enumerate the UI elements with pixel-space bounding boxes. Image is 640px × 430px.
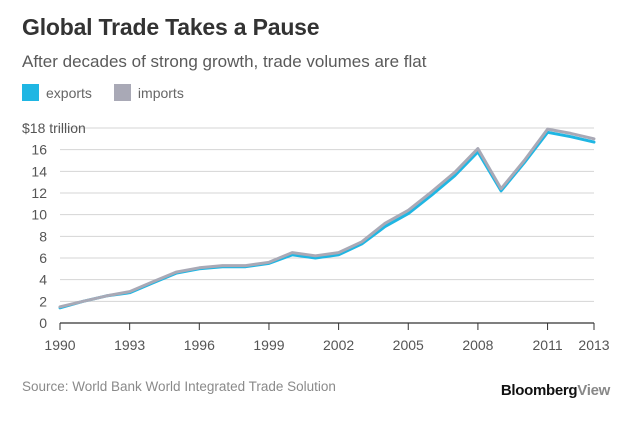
x-tick-label: 1993 — [114, 337, 145, 353]
legend: exports imports — [22, 84, 206, 101]
y-tick-label: 12 — [31, 185, 47, 201]
legend-label-exports: exports — [46, 84, 92, 101]
y-tick-label: 8 — [39, 228, 47, 244]
legend-item-imports: imports — [113, 84, 184, 101]
x-tick-label: 1990 — [44, 337, 75, 353]
y-tick-label: 10 — [31, 207, 47, 223]
source-note: Source: World Bank World Integrated Trad… — [22, 379, 336, 394]
legend-swatch-exports — [22, 84, 39, 101]
y-tick-label: 0 — [39, 315, 47, 331]
chart-subtitle: After decades of strong growth, trade vo… — [22, 52, 427, 71]
y-tick-label: 6 — [39, 250, 47, 266]
series-line-exports — [58, 130, 596, 310]
y-tick-label: 4 — [39, 272, 47, 288]
x-tick-label: 1996 — [184, 337, 215, 353]
x-tick-label: 1999 — [253, 337, 284, 353]
x-tick-label: 2008 — [462, 337, 493, 353]
series-line-imports — [58, 127, 596, 309]
x-tick-label: 2011 — [533, 337, 563, 353]
brand-main: Bloomberg — [500, 382, 578, 399]
chart-title: Global Trade Takes a Pause — [22, 14, 320, 40]
x-tick-label: 2005 — [393, 337, 424, 353]
y-tick-label: 2 — [39, 293, 47, 309]
y-tick-label: 14 — [31, 163, 47, 179]
legend-item-exports: exports — [22, 84, 92, 101]
y-tick-label: $18 trillion — [22, 120, 86, 136]
legend-swatch-imports — [113, 84, 131, 101]
brand-accent: View — [577, 382, 610, 399]
y-tick-label: 16 — [31, 142, 47, 158]
brand-logo: BloombergView — [501, 382, 610, 399]
x-tick-label: 2002 — [323, 337, 354, 353]
x-tick-label: 2013 — [578, 337, 609, 353]
legend-label-imports: imports — [137, 84, 184, 101]
